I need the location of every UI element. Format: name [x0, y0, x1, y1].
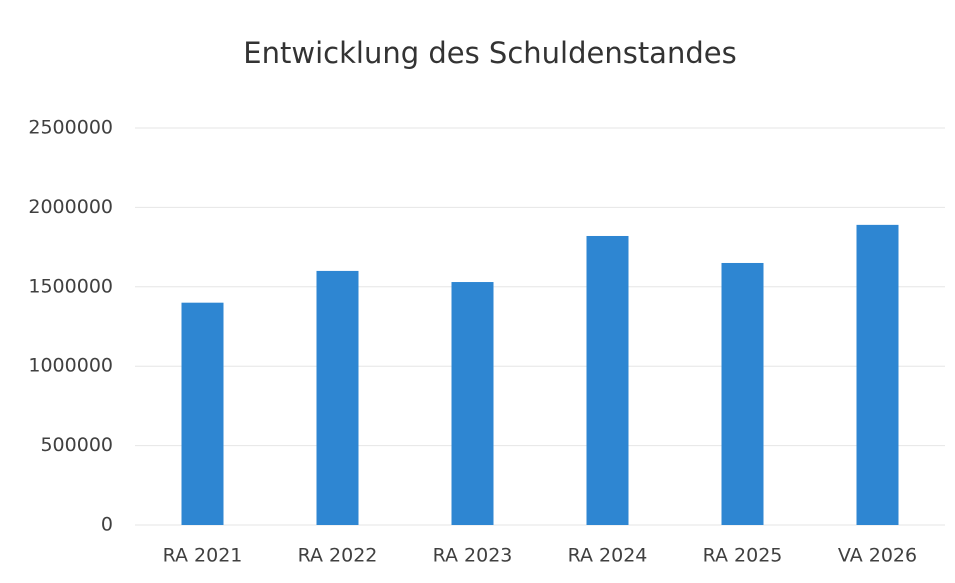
bar: [721, 262, 764, 525]
x-tick-label: RA 2022: [298, 545, 378, 567]
y-tick-label: 2500000: [28, 117, 113, 139]
y-tick-label: 500000: [40, 434, 113, 456]
bar: [316, 270, 359, 525]
x-tick-label: VA 2026: [838, 545, 917, 567]
x-tick-label: RA 2021: [163, 545, 243, 567]
y-tick-label: 0: [101, 514, 113, 536]
x-tick-label: RA 2025: [703, 545, 783, 567]
y-tick-label: 2000000: [28, 196, 113, 218]
bar: [856, 224, 899, 526]
bar: [451, 282, 494, 525]
x-tick-label: RA 2023: [433, 545, 513, 567]
chart-title: Entwicklung des Schuldenstandes: [243, 36, 736, 70]
bar: [586, 235, 629, 525]
y-tick-label: 1500000: [28, 275, 113, 297]
bar: [181, 302, 224, 525]
x-tick-label: RA 2024: [568, 545, 648, 567]
y-tick-label: 1000000: [28, 355, 113, 377]
